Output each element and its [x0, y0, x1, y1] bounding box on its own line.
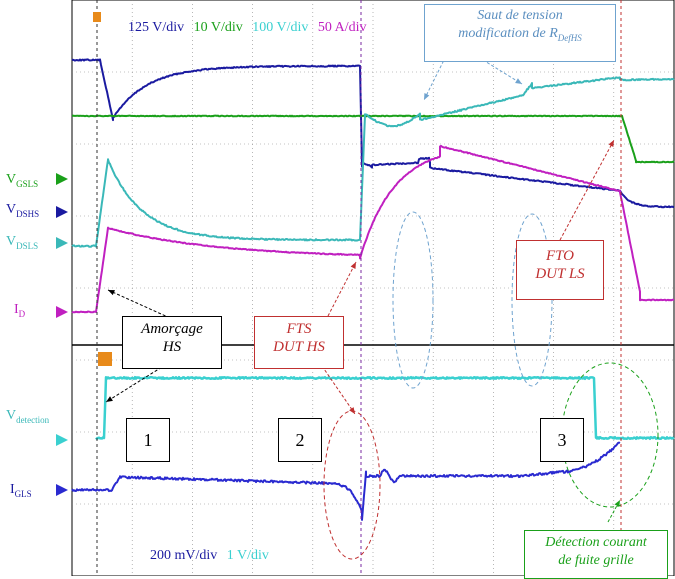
- ellipse-fts: [323, 410, 381, 560]
- label-vgsls: VGSLS: [6, 172, 39, 189]
- lower-scale-legend: 200 mV/div 1 V/div: [150, 548, 275, 564]
- arrow-fts-up: [327, 261, 357, 317]
- scale-vgsls: 10 V/div: [193, 20, 243, 35]
- markers: [56, 0, 622, 576]
- arrow-vgsls: [56, 173, 68, 185]
- phase-2-box: 2: [278, 418, 322, 462]
- scale-vdsls: 100 V/div: [252, 20, 309, 35]
- arrow-vdsls: [56, 237, 68, 249]
- trace-id: [71, 144, 674, 314]
- arrow-id: [56, 306, 68, 318]
- arrow-saut-left: [423, 51, 449, 101]
- arrow-amorcage-up-head: [108, 290, 115, 296]
- scale-igls: 200 mV/div: [150, 548, 218, 563]
- traces: [71, 58, 675, 521]
- upper-scale-legend: 125 V/div 10 V/div 100 V/div 50 A/div: [128, 20, 373, 36]
- arrow-detection-head: [614, 500, 620, 507]
- label-igls: IGLS: [10, 482, 32, 499]
- label-vdetection: Vdetection: [6, 408, 50, 425]
- label-vdshs: VDSHS: [6, 202, 40, 219]
- annotation-amorcage: Amorçage HS: [122, 316, 222, 369]
- ellipse-saut-1: [392, 211, 434, 389]
- trace-igls: [71, 441, 621, 521]
- trace-vdetection: [95, 375, 675, 441]
- trigger-marker-bottom: [98, 352, 112, 366]
- annotation-detection: Détection courant de fuite grille: [524, 530, 668, 579]
- arrow-fto-head: [608, 140, 614, 147]
- scale-vdshs: 125 V/div: [128, 20, 185, 35]
- annotation-saut-tension: Saut de tension modification de RDefHS: [424, 4, 616, 62]
- annotation-fto: FTO DUT LS: [516, 240, 604, 300]
- arrow-saut-left-head: [424, 93, 430, 100]
- arrow-fts-down: [321, 365, 356, 415]
- arrow-vdetection: [56, 434, 68, 446]
- phase-3-box: 3: [540, 418, 584, 462]
- phase-1-box: 1: [126, 418, 170, 462]
- arrow-amorcage-down-head: [106, 396, 113, 402]
- trigger-marker-top: [93, 12, 101, 22]
- trace-vdshs: [71, 58, 675, 209]
- arrow-amorcage-up: [107, 289, 171, 319]
- arrow-saut-right-head: [515, 78, 522, 84]
- arrow-igls: [56, 484, 68, 496]
- scale-vdetection: 1 V/div: [226, 548, 269, 563]
- label-id: ID: [14, 302, 26, 319]
- label-vdsls: VDSLS: [6, 234, 39, 251]
- arrow-fts-up-head: [350, 262, 356, 269]
- ellipse-saut-2: [511, 213, 553, 387]
- scale-id: 50 A/div: [317, 20, 367, 35]
- arrow-fto: [559, 139, 615, 241]
- arrow-vdshs: [56, 206, 68, 218]
- annotation-fts: FTS DUT HS: [254, 316, 344, 369]
- trace-vdsls: [71, 76, 675, 248]
- callouts: [105, 51, 659, 560]
- arrow-fts-down-head: [349, 407, 355, 414]
- trace-vgsls: [71, 114, 675, 164]
